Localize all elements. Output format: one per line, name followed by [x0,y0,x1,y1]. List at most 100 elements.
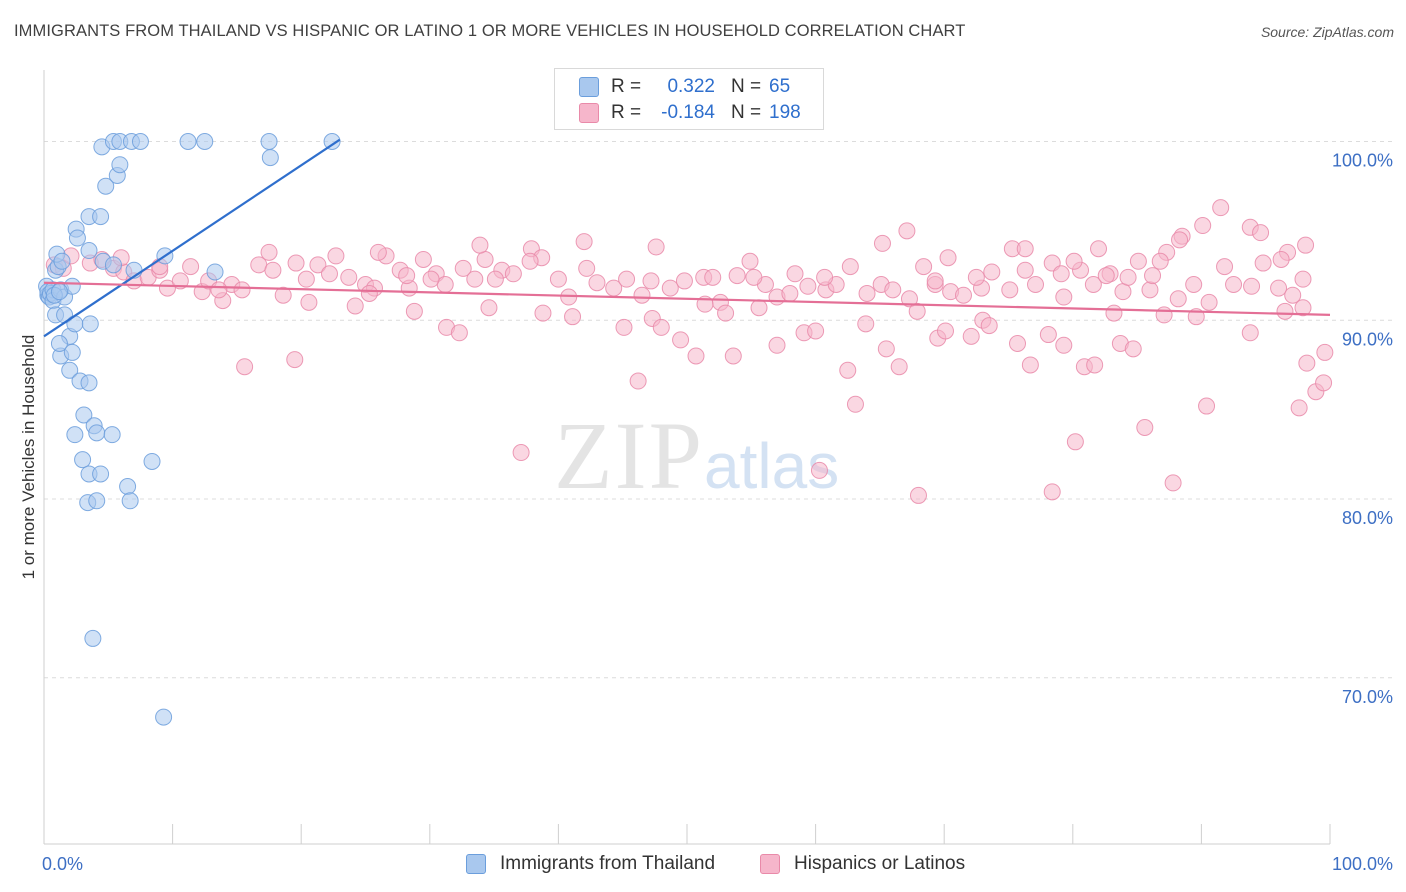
hispanics-point [786,265,804,283]
hispanics-point [750,299,768,317]
hispanics-point [1009,334,1027,352]
hispanics-point [858,284,876,302]
legend-r-value: -0.184 [661,102,715,123]
hispanics-point [1272,250,1290,268]
y-tick-label: 90.0% [1342,329,1393,349]
legend-r-value: 0.322 [667,76,715,97]
thailand-point [121,492,139,510]
hispanics-point [909,486,927,504]
legend-r-label: R = [611,102,642,123]
hispanics-point [939,249,957,267]
hispanics-point [915,258,933,276]
hispanics-point [1270,279,1288,297]
hispanics-point [799,277,817,295]
hispanics-point [672,331,690,349]
hispanics-point [1090,240,1108,258]
thailand-point [155,708,173,726]
hispanics-point [1136,419,1154,437]
hispanics-point [1316,343,1334,361]
thailand-point [80,374,98,392]
hispanics-point [588,274,606,292]
hispanics-point [1021,356,1039,374]
bottom-legend-thailand: Immigrants from Thailand [466,852,715,876]
hispanics-point [1294,270,1312,288]
hispanics-point [575,233,593,251]
thailand-point [143,452,161,470]
hispanics-point [967,268,985,286]
hispanics-point [1294,299,1312,317]
thailand-point [75,406,93,424]
hispanics-point [274,286,292,304]
hispanics-point [629,372,647,390]
y-tick-label: 80.0% [1342,508,1393,528]
hispanics-point [398,267,416,285]
hispanics-point [724,347,742,365]
thailand-point [323,133,341,151]
hispanics-point [1284,286,1302,304]
hispanics-point [521,252,539,270]
hispanics-point [1097,267,1115,285]
hispanics-point [327,247,345,265]
hispanics-point [454,259,472,277]
hispanics-point [1315,374,1333,392]
hispanics-point [450,324,468,342]
thailand-point [111,156,129,174]
hispanics-point [512,444,530,462]
hispanics-point [1252,224,1270,242]
axis-labels: 100.0% 90.0% 80.0% 70.0% 0.0% 100.0% 1 or more… [19,151,1393,874]
axes [43,70,1331,845]
hispanics-point [898,222,916,240]
hispanics-point [1027,276,1045,294]
hispanics-point [260,243,278,261]
hispanics-point [962,327,980,345]
hispanics-point [768,336,786,354]
y-tick-label: 100.0% [1332,151,1393,171]
hispanics-point [1243,277,1261,295]
hispanics-point [1066,433,1084,451]
hispanics-point [926,272,944,290]
hispanics-point [309,256,327,274]
hispanics-point [1124,340,1142,358]
hispanics-point [504,265,522,283]
hispanics-point [857,315,875,333]
thailand-point [61,361,79,379]
bottom-legend-swatch-thailand [466,854,486,874]
hispanics-point [781,284,799,302]
hispanics-point [661,279,679,297]
chart-title: IMMIGRANTS FROM THAILAND VS HISPANIC OR … [14,22,966,40]
hispanics-point [1155,306,1173,324]
hispanics-point [615,318,633,336]
thailand-point [97,177,115,195]
hispanics-point [1164,474,1182,492]
hispanics-point [1198,397,1216,415]
hispanics-point [1297,236,1315,254]
source-label: Source: ZipAtlas.com [1260,24,1394,40]
hispanics-point [1144,267,1162,285]
thailand-point [119,477,137,495]
hispanics-point [340,268,358,286]
hispanics-point [877,340,895,358]
hispanics-point [1298,354,1316,372]
stats-legend: R = 0.322 N = 65 R = -0.184 N = 198 [554,68,824,130]
thailand-trend-line [43,138,341,338]
hispanics-point [1119,268,1137,286]
hispanics-point [297,270,315,288]
hispanics-point [687,347,705,365]
hispanics-point [471,236,489,254]
thailand-point [50,334,68,352]
hispanics-point [1114,283,1132,301]
hispanics-point [704,268,722,286]
hispanics-point [980,317,998,335]
thailand-point [92,465,110,483]
thailand-point [53,252,71,270]
hispanics-point [564,308,582,326]
hispanics-point [534,304,552,322]
hispanics-point [846,395,864,413]
watermark-zip: ZIP [554,402,704,509]
hispanics-point [1055,336,1073,354]
hispanics-point [810,461,828,479]
hispanics-point [346,297,364,315]
legend-n-value: 198 [769,102,801,123]
hispanics-point [816,268,834,286]
